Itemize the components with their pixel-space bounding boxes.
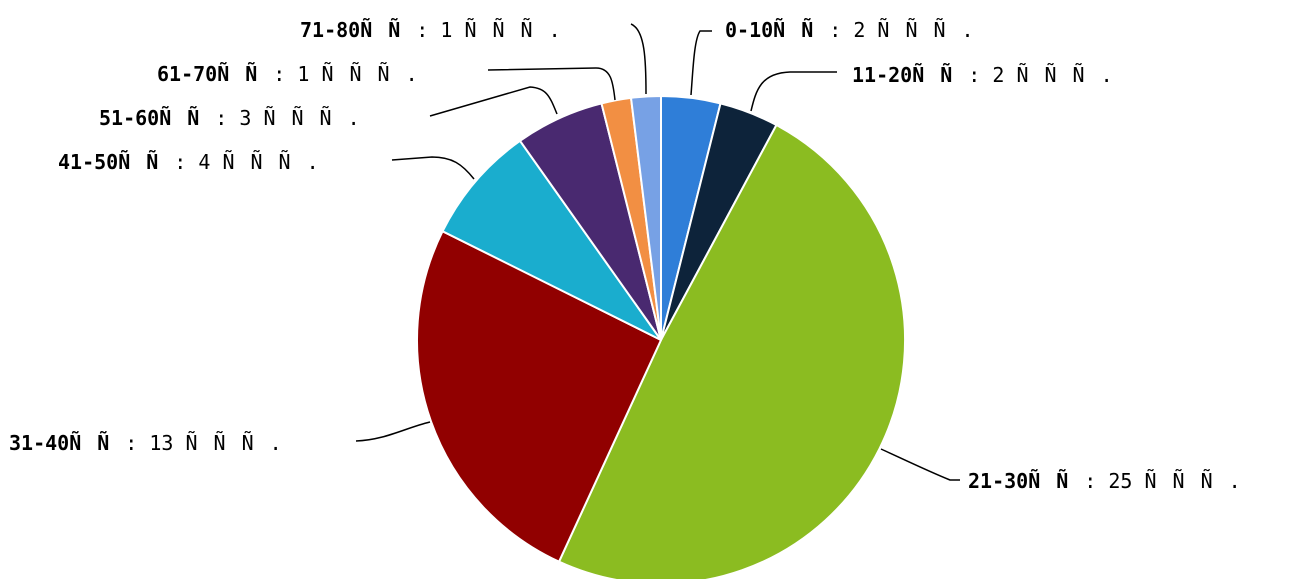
slice-category: 0-10ÑÑ: [725, 18, 829, 42]
pie-slice[interactable]: [629, 94, 662, 341]
pie-slice[interactable]: [441, 139, 662, 341]
slice-labels: 0-10ÑÑ: 2 ÑÑÑ.11-20ÑÑ: 2 ÑÑÑ.2…: [9, 18, 1241, 493]
slice-category: 41-50ÑÑ: [58, 150, 174, 174]
slice-value: : 2 ÑÑÑ.: [968, 63, 1112, 87]
slice-label: 0-10ÑÑ: 2 ÑÑÑ.: [725, 18, 974, 42]
leader-line: [690, 30, 712, 96]
slice-category: 31-40ÑÑ: [9, 431, 125, 455]
slice-category: 51-60ÑÑ: [99, 106, 215, 130]
leader-line: [630, 23, 647, 95]
slice-label: 51-60ÑÑ: 3 ÑÑÑ.: [99, 106, 360, 130]
slice-label: 61-70ÑÑ: 1 ÑÑÑ.: [157, 62, 418, 86]
leader-line: [391, 156, 475, 180]
slice-label: 41-50ÑÑ: 4 ÑÑÑ.: [58, 150, 319, 174]
slice-label: 71-80ÑÑ: 1 ÑÑÑ.: [300, 18, 561, 42]
slice-value: : 2 ÑÑÑ.: [829, 18, 973, 42]
slice-value: : 4 ÑÑÑ.: [174, 150, 318, 174]
slice-value: : 1 ÑÑÑ.: [273, 62, 417, 86]
slice-category: 11-20ÑÑ: [852, 63, 968, 87]
leader-line: [750, 71, 837, 112]
slice-value: : 1 ÑÑÑ.: [416, 18, 560, 42]
slice-label: 21-30ÑÑ: 25 ÑÑÑ.: [968, 469, 1241, 493]
slice-label: 31-40ÑÑ: 13 ÑÑÑ.: [9, 431, 282, 455]
slice-category: 61-70ÑÑ: [157, 62, 273, 86]
slice-category: 21-30ÑÑ: [968, 469, 1084, 493]
leader-line: [429, 86, 558, 117]
leader-line: [487, 67, 616, 101]
pie-slices: [415, 94, 907, 579]
pie-slice[interactable]: [415, 229, 663, 563]
leader-line: [880, 448, 960, 481]
leader-line: [355, 421, 431, 442]
slice-value: : 13 ÑÑÑ.: [125, 431, 281, 455]
slice-value: : 25 ÑÑÑ.: [1084, 469, 1240, 493]
leader-lines: [355, 23, 960, 481]
slice-category: 71-80ÑÑ: [300, 18, 416, 42]
slice-label: 11-20ÑÑ: 2 ÑÑÑ.: [852, 63, 1113, 87]
pie-slice[interactable]: [557, 123, 907, 579]
slice-value: : 3 ÑÑÑ.: [215, 106, 359, 130]
